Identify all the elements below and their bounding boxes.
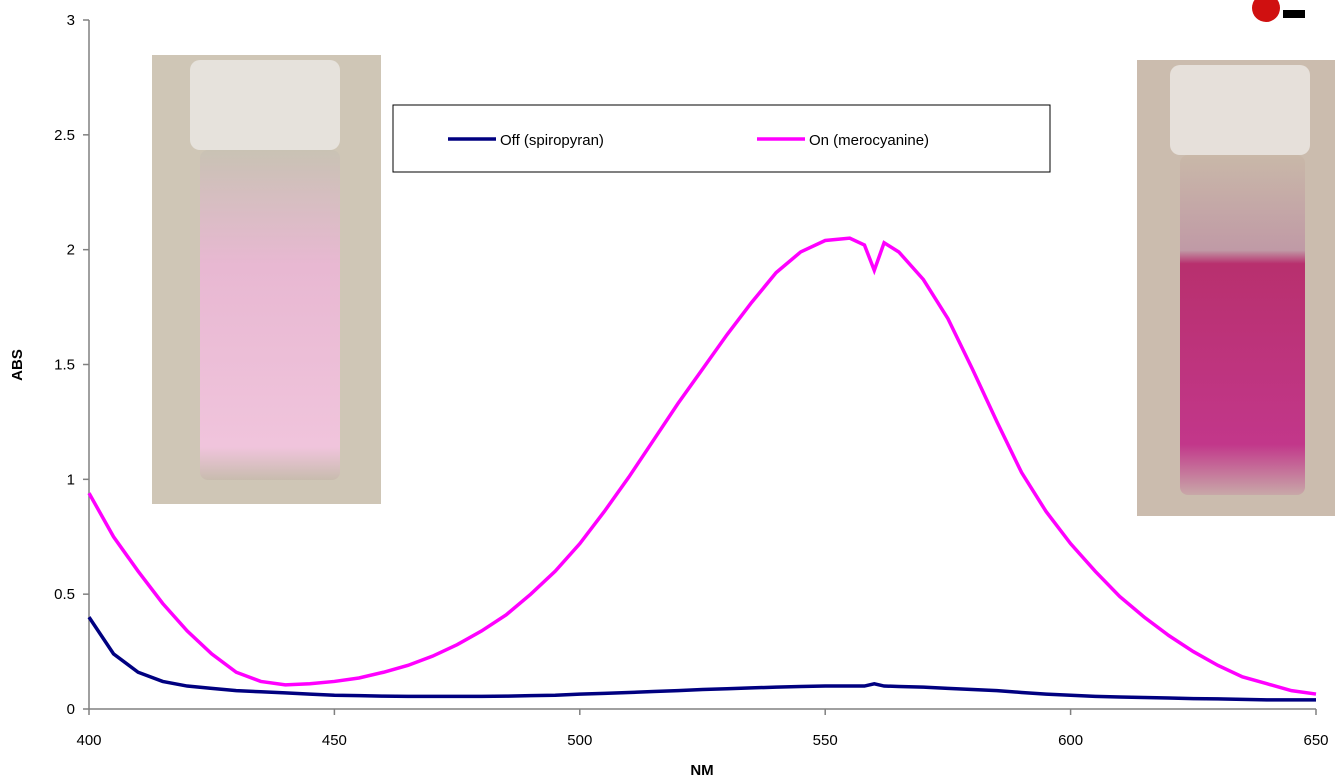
x-axis-label: NM: [690, 762, 713, 779]
y-tick-label: 3: [67, 12, 75, 29]
x-tick-label: 600: [1058, 732, 1083, 749]
legend-label: On (merocyanine): [809, 132, 929, 149]
legend-label: Off (spiropyran): [500, 132, 604, 149]
y-tick-label: 1: [67, 471, 75, 488]
x-tick-label: 450: [322, 732, 347, 749]
vial-photo: [1137, 60, 1335, 516]
x-tick-label: 650: [1303, 732, 1328, 749]
x-tick-label: 500: [567, 732, 592, 749]
decoration: [1252, 0, 1305, 22]
x-tick-label: 400: [76, 732, 101, 749]
y-tick-label: 2.5: [54, 127, 75, 144]
legend-box: [392, 104, 1051, 173]
y-tick-label: 2: [67, 242, 75, 259]
vial-photo: [152, 55, 381, 504]
y-tick-label: 0: [67, 701, 75, 718]
x-tick-label: 550: [813, 732, 838, 749]
series-line: [87, 236, 1317, 696]
y-tick-label: 0.5: [54, 586, 75, 603]
y-tick-label: 1.5: [54, 357, 75, 374]
y-axis-label: ABS: [9, 349, 26, 381]
series-line: [87, 616, 1316, 702]
